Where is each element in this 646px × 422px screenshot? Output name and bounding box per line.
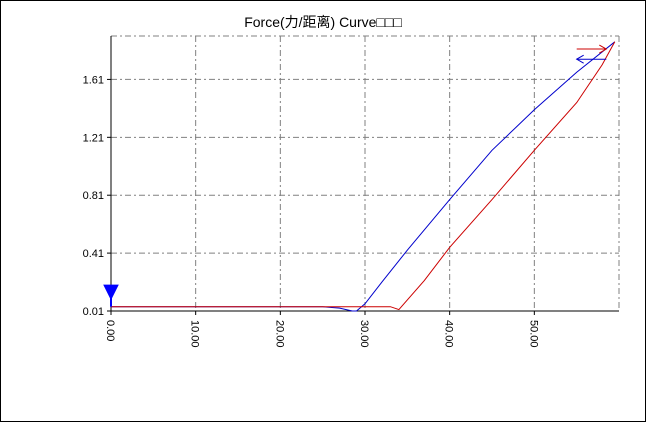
series-line — [111, 41, 616, 312]
series-line — [111, 41, 616, 311]
y-tick-label: 1.61 — [83, 74, 104, 86]
markers — [103, 44, 608, 307]
y-tick-label: 0.41 — [83, 248, 104, 260]
x-tick-label: 20.00 — [273, 320, 285, 348]
x-tick-label: 50.00 — [527, 320, 539, 348]
y-tick-label: 0.01 — [83, 306, 104, 318]
arrowhead-left — [575, 54, 584, 64]
y-tick-label: 1.21 — [83, 132, 104, 144]
x-tick-label: 0.00 — [104, 320, 116, 341]
arrowhead-right — [599, 44, 608, 54]
chart-title: Force(力/距离) Curve□□□ — [244, 14, 402, 30]
axes — [107, 36, 619, 315]
x-tick-label: 10.00 — [189, 320, 201, 348]
x-tick-label: 40.00 — [443, 320, 455, 348]
tick-labels: 0.01 0.41 0.81 1.21 1.61 0.00 10.00 20.00 30.00 4… — [83, 74, 540, 347]
x-tick-label: 30.00 — [358, 320, 370, 348]
grid — [111, 35, 620, 311]
y-tick-label: 0.81 — [83, 190, 104, 202]
series-group — [111, 41, 616, 312]
